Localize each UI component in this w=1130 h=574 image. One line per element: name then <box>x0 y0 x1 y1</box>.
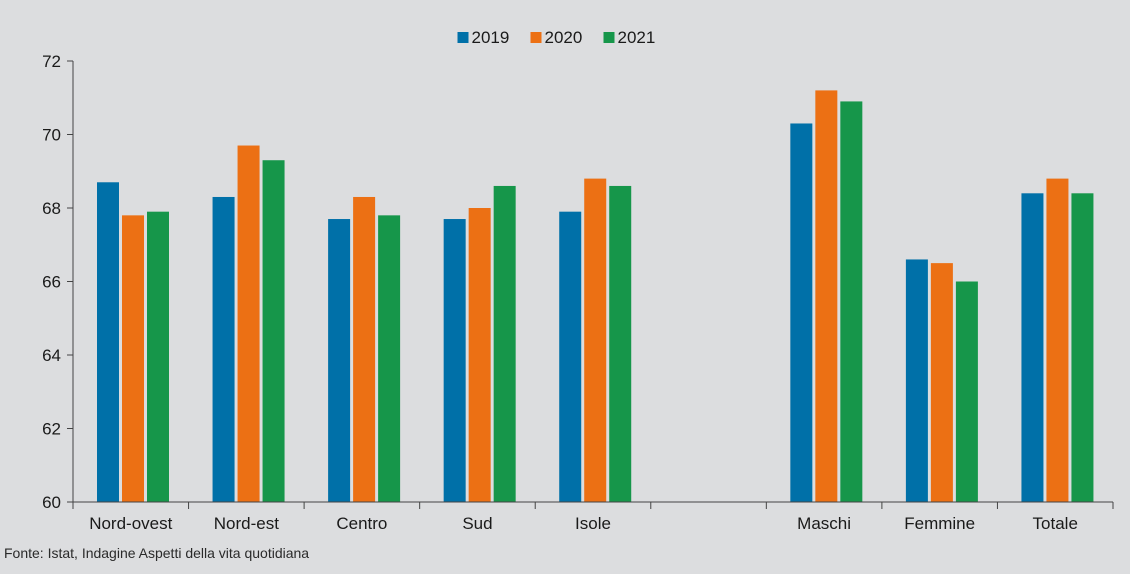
x-tick-label: Maschi <box>797 514 851 533</box>
bar-2019-sud <box>443 219 466 502</box>
y-tick-label: 64 <box>42 346 61 365</box>
y-tick-label: 62 <box>42 420 61 439</box>
y-tick-label: 68 <box>42 199 61 218</box>
x-axis: Nord-ovest Nord-est Centro Sud Isole Maschi Fe… <box>72 501 1114 533</box>
bar-2020-nord-est <box>237 145 260 502</box>
y-tick-label: 66 <box>42 273 61 292</box>
y-tick-label: 72 <box>42 52 61 71</box>
x-tick-label: Femmine <box>904 514 975 533</box>
bar-2021-maschi <box>840 101 863 503</box>
legend-label-2019: 2019 <box>472 28 510 47</box>
bar-2021-sud <box>493 185 516 502</box>
x-tick-label: Nord-est <box>214 514 279 533</box>
bar-2020-nord-ovest <box>122 215 144 502</box>
y-tick-label: 60 <box>42 493 61 512</box>
bar-2021-femmine <box>955 281 978 502</box>
bar-2019-totale <box>1021 193 1044 503</box>
bar-2020-femmine <box>930 263 953 502</box>
x-tick-label: Centro <box>336 514 387 533</box>
legend: 2019 2020 2021 <box>457 28 656 47</box>
bar-2020-centro <box>353 196 376 502</box>
x-tick-label: Totale <box>1033 514 1078 533</box>
bar-2019-femmine <box>905 259 928 502</box>
bar-2020-totale <box>1046 178 1069 502</box>
x-tick-label: Sud <box>462 514 492 533</box>
bar-2021-nord-est <box>262 160 285 502</box>
source-note: Fonte: Istat, Indagine Aspetti della vit… <box>4 545 310 561</box>
bar-2021-totale <box>1071 193 1094 503</box>
bar-2019-nord-est <box>212 196 235 502</box>
bar-2021-isole <box>609 185 632 502</box>
bar-2019-centro <box>328 219 351 502</box>
bar-2019-isole <box>559 211 582 503</box>
bar-2019-nord-ovest <box>97 182 119 502</box>
bars <box>97 90 1094 503</box>
x-tick-label: Nord-ovest <box>89 514 172 533</box>
y-axis: 60 62 64 66 68 70 72 <box>42 52 74 512</box>
bar-2020-isole <box>584 178 607 502</box>
bar-2020-sud <box>468 208 491 502</box>
legend-swatch-2019 <box>457 32 469 43</box>
y-tick-label: 70 <box>42 126 61 145</box>
bar-2021-centro <box>378 215 401 502</box>
x-tick-label: Isole <box>575 514 611 533</box>
bar-2021-nord-ovest <box>147 211 169 503</box>
legend-swatch-2021 <box>603 32 615 43</box>
bar-2019-maschi <box>790 123 813 502</box>
legend-label-2021: 2021 <box>618 28 656 47</box>
legend-swatch-2020 <box>530 32 542 43</box>
bar-2020-maschi <box>815 90 838 503</box>
legend-label-2020: 2020 <box>545 28 583 47</box>
